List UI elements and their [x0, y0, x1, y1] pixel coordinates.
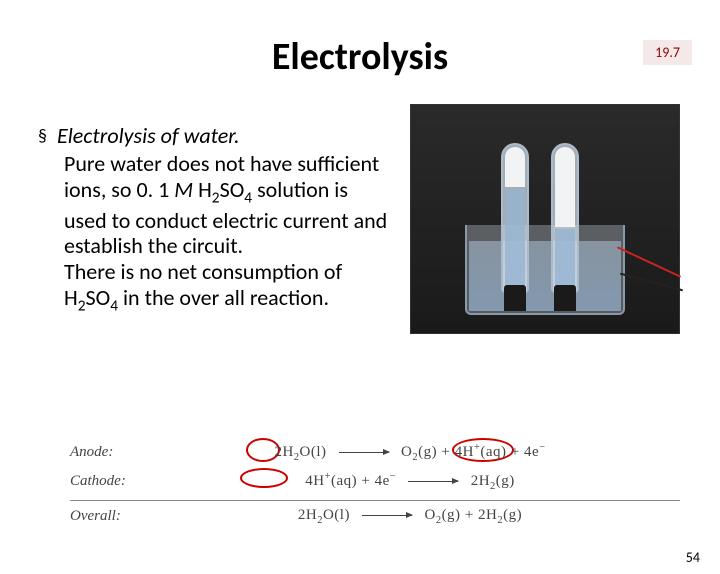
wire-red: [617, 246, 681, 277]
gas-right: [555, 147, 575, 227]
bullet-icon: §: [38, 125, 47, 147]
ov-g2: (g): [503, 507, 522, 523]
ca-2h2: 2H: [471, 473, 490, 489]
ca-g: (g): [496, 473, 515, 489]
liquid-right: [555, 229, 575, 289]
arrow-icon: [339, 452, 389, 453]
gas-left: [505, 147, 525, 187]
ov-l: 2H: [298, 507, 317, 523]
equation-divider: [70, 500, 680, 501]
arrow-icon: [408, 481, 458, 482]
cathode-label: Cathode:: [70, 473, 140, 490]
anode-label: Anode:: [70, 444, 140, 461]
water-level: [469, 241, 621, 311]
cathode-body: 4H+(aq) + 4e− 2H2(g): [140, 471, 680, 492]
an-4h: 4H: [455, 444, 474, 460]
ca-4h: 4H: [305, 473, 324, 489]
ca-4e: + 4e: [357, 473, 390, 489]
beaker: [465, 225, 625, 315]
wire-black: [620, 273, 683, 292]
an-ol: O(l): [300, 444, 327, 460]
an-p1: +: [437, 444, 454, 460]
arrow-icon: [362, 515, 412, 516]
ov-g1: (g): [442, 507, 461, 523]
ca-aq: (aq): [331, 473, 357, 489]
page-number: 54: [686, 549, 700, 566]
anode-body: 2H2O(l) O2(g) + 4H+(aq) + 4e−: [140, 442, 680, 463]
f-h: H: [198, 176, 212, 203]
an-aq: (aq): [480, 444, 506, 460]
liquid-left: [505, 189, 525, 289]
bullet-item: § Electrolysis of water.: [38, 122, 388, 149]
p1-formula: H2SO4: [198, 176, 252, 203]
f-h2: H: [64, 284, 78, 311]
bullet-heading: Electrolysis of water.: [57, 122, 240, 149]
an-o2: O: [401, 444, 412, 460]
gas-tube-left: [501, 143, 529, 293]
text-column: § Electrolysis of water. Pure water does…: [38, 104, 388, 334]
page-title: Electrolysis: [0, 34, 720, 80]
p2-pre: There is no net consumption of: [64, 258, 342, 285]
image-column: [388, 104, 692, 334]
an-g: (g): [418, 444, 437, 460]
gas-tube-right: [551, 143, 579, 293]
overall-body: 2H2O(l) O2(g) + 2H2(g): [140, 507, 680, 526]
p2-formula: H2SO4: [64, 284, 118, 311]
equation-overall: Overall: 2H2O(l) O2(g) + 2H2(g): [70, 507, 680, 526]
overall-label: Overall:: [70, 508, 140, 525]
ov-o2: O: [424, 507, 435, 523]
content-row: § Electrolysis of water. Pure water does…: [0, 104, 720, 334]
equation-cathode: Cathode: 4H+(aq) + 4e− 2H2(g): [70, 471, 680, 492]
ov-ol: O(l): [323, 507, 350, 523]
electrolysis-apparatus-image: [410, 104, 680, 334]
equations-block: Anode: 2H2O(l) O2(g) + 4H+(aq) + 4e− Cat…: [70, 442, 680, 534]
ov-2h2: + 2H: [461, 507, 498, 523]
electrode-right: [554, 285, 576, 311]
paragraph-2: There is no net consumption of H2SO4 in …: [64, 259, 388, 316]
an-l: 2H: [274, 444, 293, 460]
paragraph-1: Pure water does not have sufficient ions…: [64, 151, 388, 259]
p1-m: M: [174, 176, 193, 203]
equation-anode: Anode: 2H2O(l) O2(g) + 4H+(aq) + 4e−: [70, 442, 680, 463]
p2-post: in the over all reaction.: [118, 284, 329, 311]
section-badge: 19.7: [643, 40, 692, 65]
an-4e: + 4e: [507, 444, 540, 460]
electrode-left: [504, 285, 526, 311]
